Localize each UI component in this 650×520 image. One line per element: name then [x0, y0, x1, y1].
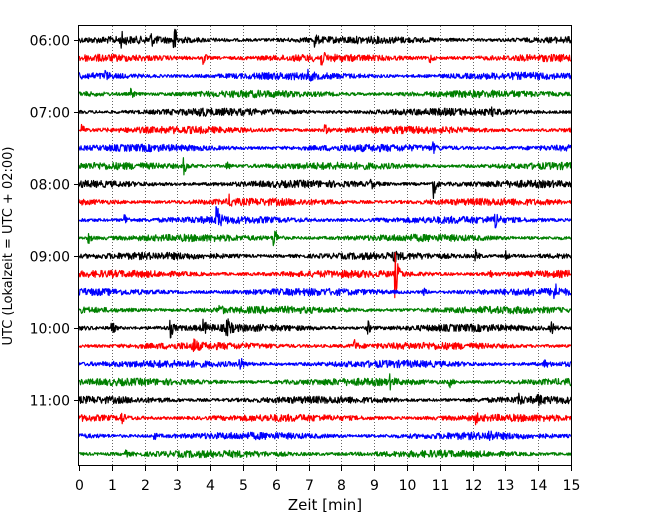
- vertical-grid: [112, 26, 539, 466]
- x-tick-label: 3: [173, 478, 182, 494]
- y-tick-label: 11:00: [30, 394, 70, 410]
- x-tick-label: 10: [399, 478, 417, 494]
- trace-row: [78, 373, 572, 391]
- x-tick-label: 11: [432, 478, 450, 494]
- x-tick-label: 9: [370, 478, 379, 494]
- y-tick-label: 09:00: [30, 250, 70, 266]
- trace-row: [78, 430, 572, 441]
- trace-row: [78, 304, 572, 315]
- trace-row: [78, 68, 572, 82]
- y-tick-label: 06:00: [30, 34, 70, 50]
- x-tick-label: 14: [530, 478, 548, 494]
- x-tick-label: 7: [305, 478, 314, 494]
- x-tick-label: 12: [465, 478, 483, 494]
- trace-row: [78, 157, 572, 176]
- y-axis-label: UTC (Lokalzeit = UTC + 02:00): [1, 147, 16, 346]
- x-tick-label: 2: [141, 478, 150, 494]
- trace-row: [78, 193, 572, 207]
- x-tick-label: 1: [108, 478, 117, 494]
- trace-row: [78, 318, 572, 339]
- x-tick-label: 4: [206, 478, 215, 494]
- trace-row: [78, 51, 572, 66]
- x-axis-label: Zeit [min]: [288, 496, 362, 514]
- trace-row: [78, 230, 572, 247]
- trace-row: [78, 248, 572, 263]
- trace-row: [78, 338, 572, 353]
- trace-row: [78, 252, 572, 299]
- x-tick-label: 0: [75, 478, 84, 494]
- trace-row: [78, 178, 572, 200]
- trace-row: [78, 412, 572, 426]
- seismic-traces: [78, 28, 572, 459]
- x-tick-label: 15: [563, 478, 581, 494]
- trace-row: [78, 141, 572, 155]
- x-axis-ticks: 0 1 2 3 4 5 6 7 8 9 10 11 12 13 14 15: [75, 466, 580, 494]
- trace-row: [78, 123, 572, 135]
- x-tick-label: 6: [272, 478, 281, 494]
- trace-row: [78, 283, 572, 300]
- trace-row: [78, 357, 572, 370]
- trace-row: [78, 392, 572, 407]
- trace-row: [78, 28, 572, 49]
- x-tick-label: 13: [497, 478, 515, 494]
- y-tick-label: 07:00: [30, 106, 70, 122]
- plot-frame: [78, 25, 572, 466]
- trace-row: [78, 206, 572, 229]
- y-tick-label: 08:00: [30, 178, 70, 194]
- trace-row: [78, 87, 572, 99]
- y-tick-label: 10:00: [30, 322, 70, 338]
- trace-row: [78, 106, 572, 118]
- y-axis-ticks: 06:00 07:00 08:00 09:00 10:00 11:00: [30, 34, 79, 410]
- trace-row: [78, 449, 572, 459]
- x-tick-label: 8: [337, 478, 346, 494]
- x-tick-label: 5: [239, 478, 248, 494]
